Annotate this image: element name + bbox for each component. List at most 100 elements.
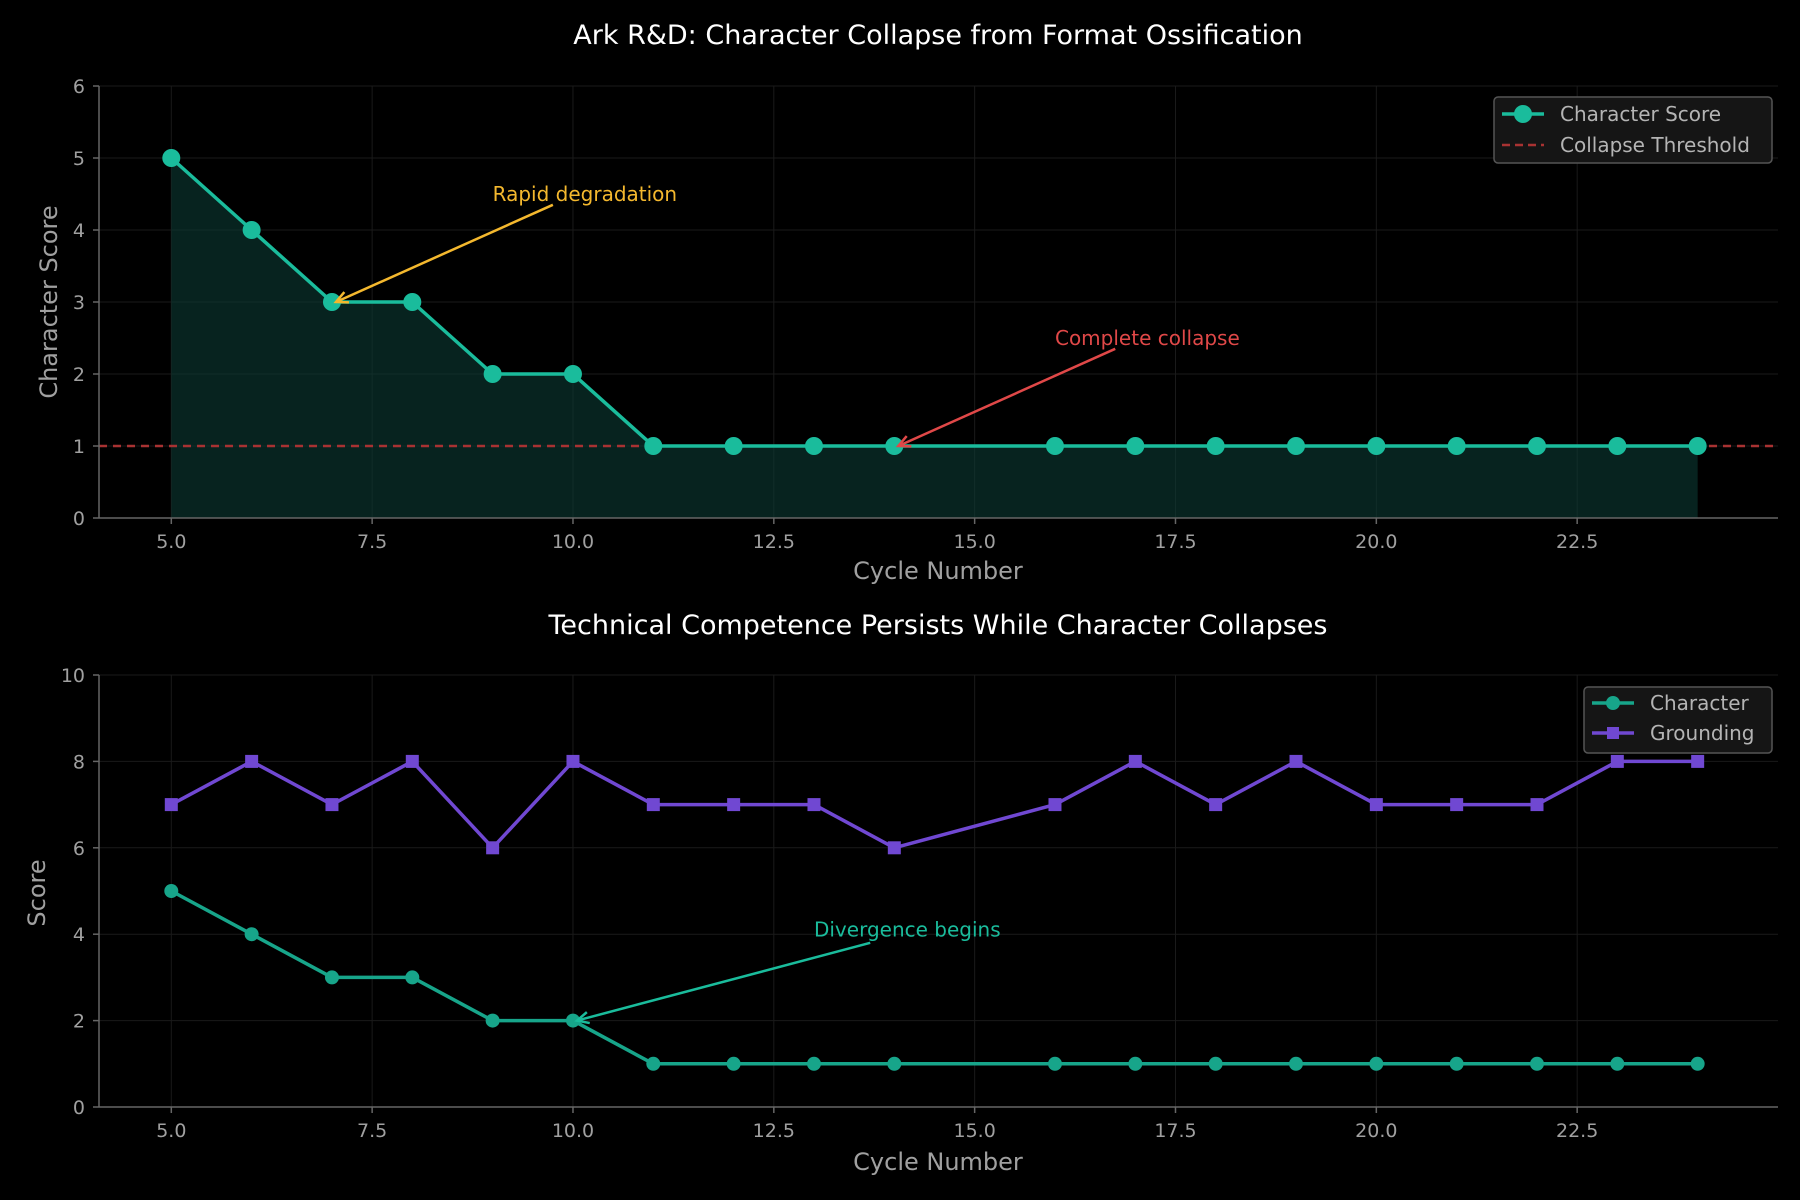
x-axis-label: Cycle Number — [853, 557, 1023, 585]
character-score-point — [1688, 437, 1707, 455]
character-score-point — [1126, 437, 1145, 455]
x-tick-label: 12.5 — [753, 1120, 795, 1142]
y-tick-labels: 0 1 2 3 4 5 6 — [73, 76, 85, 530]
y-tick-label: 2 — [73, 364, 85, 386]
x-tick-label: 7.5 — [357, 1120, 387, 1142]
x-tick-labels: 5.0 7.5 10.0 12.5 15.0 17.5 20.0 22.5 — [156, 531, 1598, 553]
character-point — [1288, 1056, 1303, 1071]
grounding-point — [1369, 798, 1383, 812]
character-score-point — [885, 437, 904, 455]
grounding-point — [646, 798, 660, 812]
character-score-area — [171, 158, 1698, 518]
character-point — [1128, 1056, 1143, 1071]
character-score-point — [322, 293, 341, 311]
legend-label-character: Character — [1650, 691, 1750, 715]
grounding-point — [1530, 798, 1544, 812]
character-point — [405, 970, 420, 985]
character-point — [164, 884, 179, 898]
character-score-point — [1045, 437, 1064, 455]
axes — [93, 85, 1778, 524]
grounding-point — [887, 841, 901, 855]
grounding-point — [245, 754, 259, 768]
character-point — [1690, 1056, 1705, 1071]
character-point — [1610, 1056, 1625, 1071]
character-point — [485, 1013, 500, 1028]
character-score-point — [242, 221, 261, 239]
character-point — [1529, 1056, 1544, 1071]
axes — [93, 674, 1778, 1113]
y-tick-label: 2 — [73, 1011, 85, 1033]
x-tick-label: 22.5 — [1556, 1120, 1598, 1142]
grounding-point — [1691, 754, 1705, 768]
grounding-point — [566, 754, 580, 768]
x-axis-label: Cycle Number — [853, 1148, 1023, 1176]
legend-marker-character-score — [1514, 105, 1532, 123]
legend-label-character-score: Character Score — [1560, 102, 1721, 126]
grounding-point — [1289, 754, 1303, 768]
x-tick-label: 20.0 — [1355, 1120, 1397, 1142]
annotation-rapid-degradation: Rapid degradation — [493, 182, 677, 206]
x-tick-label: 17.5 — [1154, 531, 1196, 553]
annotation-divergence-begins: Divergence begins — [814, 917, 1001, 941]
y-tick-label: 4 — [73, 924, 85, 946]
character-point — [324, 970, 339, 985]
y-tick-label: 10 — [61, 665, 85, 687]
character-score-point — [1367, 437, 1386, 455]
legend-label-grounding: Grounding — [1650, 721, 1755, 745]
annotation-arrowhead-divergence-begins — [574, 1011, 590, 1025]
x-tick-label: 10.0 — [552, 1120, 594, 1142]
annotation-arrow-divergence-begins — [576, 941, 871, 1022]
y-tick-label: 3 — [73, 292, 85, 314]
character-point — [887, 1056, 902, 1071]
character-point — [1208, 1056, 1223, 1071]
grounding-point — [1128, 754, 1142, 768]
y-tick-label: 6 — [73, 838, 85, 860]
y-tick-label: 5 — [73, 148, 85, 170]
annotation-complete-collapse: Complete collapse — [1055, 326, 1240, 350]
character-point — [806, 1056, 821, 1071]
character-point — [646, 1056, 661, 1071]
y-tick-labels: 0 2 4 6 8 10 — [61, 665, 85, 1119]
x-tick-label: 20.0 — [1355, 531, 1397, 553]
y-tick-label: 0 — [73, 508, 85, 530]
y-axis-label: Score — [23, 859, 51, 926]
annotations: Divergence begins — [574, 917, 1001, 1025]
character-score-point — [1527, 437, 1546, 455]
character-score-point — [1447, 437, 1466, 455]
grounding-point — [164, 798, 178, 812]
annotation-arrow-rapid-degradation — [335, 203, 554, 304]
grounding-point — [1450, 798, 1464, 812]
chart-title: Technical Competence Persists While Char… — [548, 610, 1328, 641]
x-tick-label: 22.5 — [1556, 531, 1598, 553]
series-markers — [164, 754, 1705, 1071]
legend-marker-grounding — [1607, 727, 1619, 739]
character-score-point — [1608, 437, 1627, 455]
legend-box — [1493, 96, 1773, 164]
character-score-point — [724, 437, 743, 455]
series-markers — [162, 149, 1707, 455]
grounding-point — [1048, 798, 1062, 812]
character-score-point — [644, 437, 663, 455]
character-score-point — [403, 293, 422, 311]
annotations: Rapid degradation Complete collapse — [333, 182, 1240, 448]
grounding-point — [727, 798, 741, 812]
character-score-point — [1286, 437, 1305, 455]
grounding-point — [807, 798, 821, 812]
character-point — [1369, 1056, 1384, 1071]
legend: Character Grounding — [1583, 686, 1773, 754]
x-tick-labels: 5.0 7.5 10.0 12.5 15.0 17.5 20.0 22.5 — [156, 1120, 1598, 1142]
character-score-point — [1206, 437, 1225, 455]
x-tick-label: 5.0 — [156, 531, 186, 553]
character-point — [1449, 1056, 1464, 1071]
y-tick-label: 0 — [73, 1097, 85, 1119]
character-score-point — [804, 437, 823, 455]
x-tick-label: 5.0 — [156, 1120, 186, 1142]
legend-marker-character — [1606, 696, 1620, 710]
character-score-point — [483, 365, 502, 383]
annotation-arrowhead-complete-collapse — [895, 435, 912, 448]
grounding-point — [325, 798, 339, 812]
y-tick-label: 8 — [73, 751, 85, 773]
y-tick-label: 4 — [73, 220, 85, 242]
